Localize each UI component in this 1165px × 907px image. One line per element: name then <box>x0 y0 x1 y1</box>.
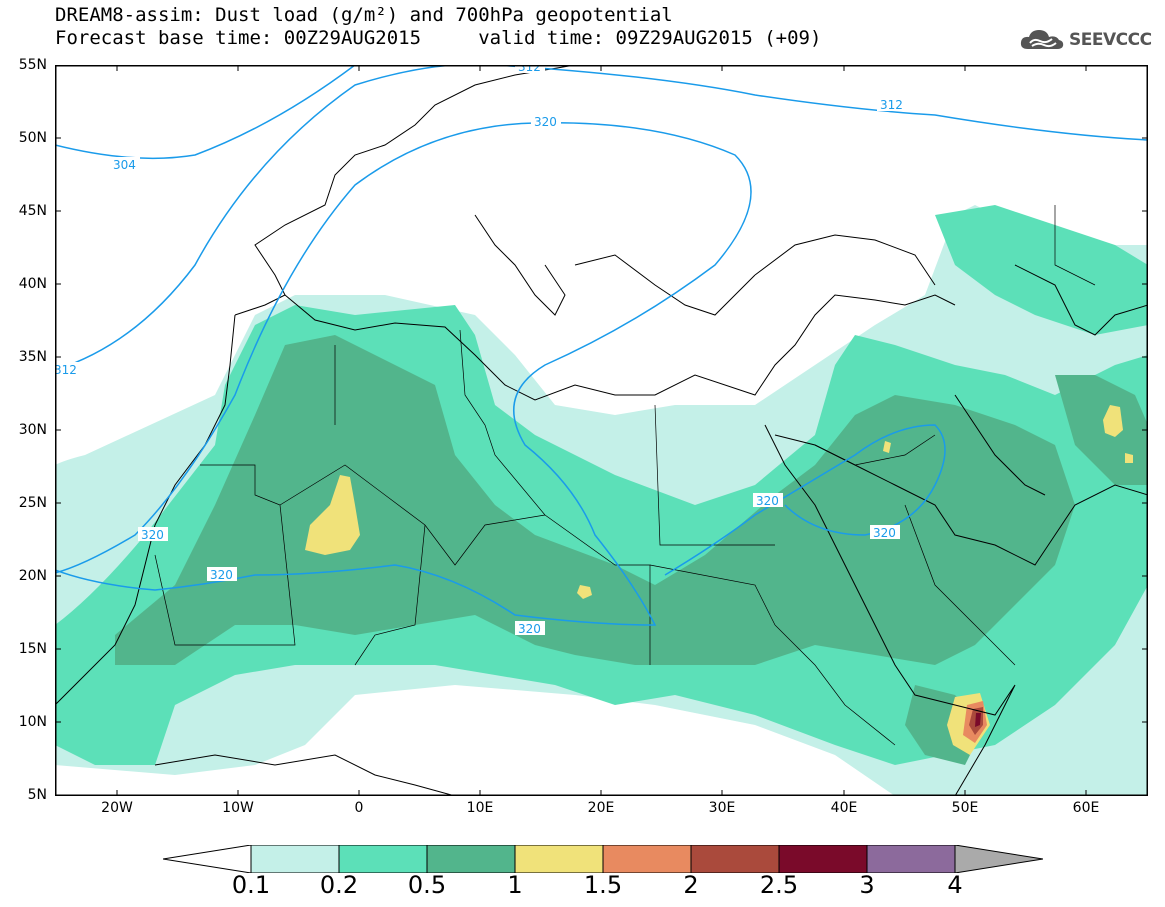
seevccc-logo: SEEVCCC <box>1018 26 1152 54</box>
label-312-c: 312 <box>55 363 77 377</box>
colorbar-box-0.5 <box>426 845 516 873</box>
lat-label-45n: 45N <box>18 203 47 219</box>
contour-320-east <box>664 424 946 576</box>
lat-label-10n: 10N <box>18 714 47 730</box>
contour-320 <box>55 122 752 626</box>
coastlines <box>55 65 1148 796</box>
lat-label-40n: 40N <box>18 276 47 292</box>
label-320-d: 320 <box>518 622 541 636</box>
colorbar <box>163 845 1043 873</box>
label-box-320-b <box>138 527 168 541</box>
lat-label-35n: 35N <box>18 349 47 365</box>
label-box-320-e <box>753 493 783 507</box>
lat-label-30n: 30N <box>18 422 47 438</box>
label-box-320-c <box>207 567 237 581</box>
lon-label-10e: 10E <box>466 800 494 816</box>
lon-label-60e: 60E <box>1072 800 1100 816</box>
dust-level-2.5 <box>975 713 981 727</box>
colorbar-box-2 <box>690 845 780 873</box>
label-box-320-d <box>515 621 545 635</box>
label-320-a: 320 <box>534 115 557 129</box>
lon-label-30e: 30E <box>708 800 736 816</box>
label-box-312-a <box>515 65 545 73</box>
colorbar-high-arrow <box>954 845 1043 873</box>
colorbar-label-3: 3 <box>859 871 875 899</box>
axis-ticks <box>55 65 1148 796</box>
colorbar-label-0.5: 0.5 <box>407 871 447 899</box>
colorbar-label-2.5: 2.5 <box>759 871 799 899</box>
colorbar-label-0.1: 0.1 <box>231 871 271 899</box>
lat-label-55n: 55N <box>18 57 47 73</box>
colorbar-low-arrow <box>163 845 252 873</box>
label-box-320-a <box>531 114 561 128</box>
label-320-e: 320 <box>756 494 779 508</box>
lon-label-0: 0 <box>354 800 364 816</box>
lon-label-20w: 20W <box>101 800 133 816</box>
colorbar-label-4: 4 <box>947 871 963 899</box>
colorbar-label-2: 2 <box>683 871 699 899</box>
lat-label-20n: 20N <box>18 568 47 584</box>
lat-label-50n: 50N <box>18 130 47 146</box>
lon-label-50e: 50E <box>951 800 979 816</box>
label-304: 304 <box>113 158 136 172</box>
map-title: DREAM8-assim: Dust load (g/m²) and 700hP… <box>55 4 673 26</box>
colorbar-box-1 <box>514 845 604 873</box>
colorbar-label-1.5: 1.5 <box>583 871 623 899</box>
label-312-a: 312 <box>518 65 541 74</box>
label-320-c: 320 <box>210 568 233 582</box>
lat-label-15n: 15N <box>18 641 47 657</box>
contour-304 <box>55 65 356 160</box>
logo-text: SEEVCCC <box>1069 30 1152 50</box>
dust-load-map: 304 312 312 312 320 320 320 320 320 320 <box>55 65 1148 796</box>
label-320-b: 320 <box>141 528 164 542</box>
label-box-304 <box>110 157 140 171</box>
colorbar-box-1.5 <box>602 845 692 873</box>
contour-312-north <box>494 65 1148 141</box>
geopotential-contours <box>55 65 1148 626</box>
contour-312-west <box>55 65 495 371</box>
dust-level-0.5 <box>115 335 1148 765</box>
colorbar-box-3 <box>866 845 956 873</box>
lat-label-5n: 5N <box>27 787 47 803</box>
label-312-b: 312 <box>880 98 903 112</box>
colorbar-box-0.1 <box>250 845 340 873</box>
contour-labels: 304 312 312 312 320 320 320 320 320 320 <box>55 65 907 636</box>
colorbar-boxes <box>250 845 956 873</box>
cloud-icon <box>1020 30 1064 49</box>
colorbar-label-0.2: 0.2 <box>319 871 359 899</box>
label-box-312-c <box>55 362 81 376</box>
lon-label-40e: 40E <box>830 800 858 816</box>
lon-label-20e: 20E <box>587 800 615 816</box>
colorbar-label-1: 1 <box>507 871 523 899</box>
colorbar-box-0.2 <box>338 845 428 873</box>
colorbar-box-2.5 <box>778 845 868 873</box>
label-box-320-f <box>870 525 900 539</box>
lat-label-25n: 25N <box>18 495 47 511</box>
label-box-312-b <box>877 97 907 111</box>
label-320-f: 320 <box>873 526 896 540</box>
forecast-time-line: Forecast base time: 00Z29AUG2015 valid t… <box>55 27 822 49</box>
lon-label-10w: 10W <box>222 800 254 816</box>
